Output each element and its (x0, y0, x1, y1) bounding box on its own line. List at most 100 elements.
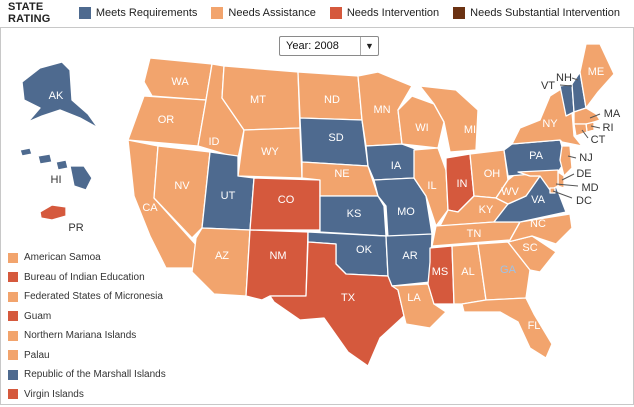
label-al: AL (461, 266, 474, 278)
legend-label-substantial: Needs Substantial Intervention (470, 7, 620, 19)
state-pr[interactable] (39, 204, 67, 221)
label-va: VA (531, 194, 546, 206)
leader-md (555, 183, 579, 187)
leader-vt (559, 84, 573, 87)
legend-label-meets: Meets Requirements (95, 7, 198, 19)
leader-dc (552, 190, 573, 199)
label-wi: WI (415, 122, 428, 134)
territory-swatch (8, 252, 18, 263)
label-ny: NY (542, 118, 558, 130)
legend-title: STATE RATING (8, 1, 51, 25)
label-wv: WV (501, 186, 519, 198)
territory-label: American Samoa (24, 252, 101, 264)
label-co: CO (278, 194, 295, 206)
label-nd: ND (324, 94, 340, 106)
label-nj: NJ (579, 152, 592, 164)
label-tn: TN (467, 228, 482, 240)
label-mn: MN (373, 104, 390, 116)
label-la: LA (407, 292, 421, 304)
legend-swatch-meets (78, 7, 91, 19)
legend-entry-intervention: Needs Intervention (329, 7, 440, 19)
territory-item[interactable]: Guam (8, 307, 208, 327)
territory-item[interactable]: Republic of the Marshall Islands (8, 365, 208, 385)
territory-label: Republic of the Marshall Islands (24, 369, 166, 381)
state-ks[interactable] (319, 195, 387, 237)
label-id: ID (209, 136, 220, 148)
legend-bar: STATE RATING Meets Requirements Needs As… (0, 0, 634, 26)
state-hi-island-4[interactable] (69, 165, 93, 191)
label-nm: NM (269, 250, 286, 262)
territory-item[interactable]: Northern Mariana Islands (8, 326, 208, 346)
label-il: IL (427, 180, 436, 192)
label-ga: GA (500, 264, 517, 276)
territory-swatch (8, 311, 18, 322)
state-hi-island-2[interactable] (37, 153, 53, 165)
territory-swatch (8, 291, 18, 302)
chevron-down-icon[interactable]: ▼ (360, 37, 378, 55)
legend-label-intervention: Needs Intervention (346, 7, 440, 19)
label-ri: RI (603, 122, 614, 134)
leader-nh (571, 77, 579, 81)
territory-item[interactable]: American Samoa (8, 248, 208, 268)
territory-swatch (8, 369, 18, 380)
label-ca: CA (142, 202, 158, 214)
label-ks: KS (347, 208, 362, 220)
state-hi[interactable] (19, 147, 93, 191)
territory-item[interactable]: Bureau of Indian Education (8, 268, 208, 288)
label-nc: NC (530, 218, 546, 230)
label-fl: FL (528, 320, 541, 332)
legend-swatch-intervention (329, 7, 342, 19)
legend-entry-substantial: Needs Substantial Intervention (453, 7, 620, 19)
label-or: OR (158, 114, 175, 126)
state-il[interactable] (413, 147, 449, 227)
label-de: DE (576, 168, 591, 180)
leader-ct (581, 129, 589, 139)
state-dc[interactable] (549, 187, 556, 194)
state-hi-island-1[interactable] (19, 147, 33, 157)
label-mo: MO (397, 206, 415, 218)
label-wa: WA (171, 76, 189, 88)
label-ne: NE (334, 168, 349, 180)
state-nj[interactable] (559, 145, 573, 177)
state-ga[interactable] (477, 241, 531, 301)
leader-ma (589, 113, 601, 119)
label-ak: AK (49, 90, 64, 102)
label-md: MD (581, 182, 598, 194)
territory-swatch (8, 389, 18, 400)
state-hi-island-3[interactable] (55, 159, 69, 171)
label-sc: SC (522, 242, 537, 254)
leader-ri (590, 125, 601, 129)
state-fl[interactable] (461, 297, 553, 359)
label-hi: HI (51, 174, 62, 186)
legend-swatch-substantial (453, 7, 466, 19)
state-nm[interactable] (245, 229, 309, 301)
state-ar[interactable] (385, 233, 433, 287)
state-mi[interactable] (419, 85, 479, 153)
label-nv: NV (174, 180, 190, 192)
territory-item[interactable]: Virgin Islands (8, 385, 208, 405)
territory-label: Bureau of Indian Education (24, 271, 145, 283)
territory-label: Federated States of Micronesia (24, 291, 163, 303)
label-ct: CT (591, 134, 606, 146)
state-ak[interactable] (21, 61, 99, 129)
label-ut: UT (221, 190, 236, 202)
label-ms: MS (432, 266, 449, 278)
state-nv[interactable] (153, 145, 211, 239)
label-mi: MI (464, 124, 476, 136)
label-sd: SD (328, 132, 343, 144)
label-wy: WY (261, 146, 279, 158)
state-tx[interactable] (269, 241, 405, 367)
label-ia: IA (391, 160, 402, 172)
label-nh: NH (556, 72, 572, 84)
legend-entry-assistance: Needs Assistance (211, 7, 316, 19)
leader-nj (567, 155, 577, 159)
territory-list: American Samoa Bureau of Indian Educatio… (8, 248, 208, 404)
territory-swatch (8, 330, 18, 341)
legend-entry-meets: Meets Requirements (78, 7, 198, 19)
year-select[interactable]: Year: 2008 ▼ (279, 36, 379, 56)
legend-label-assistance: Needs Assistance (228, 7, 316, 19)
label-ky: KY (479, 204, 494, 216)
territory-item[interactable]: Federated States of Micronesia (8, 287, 208, 307)
territory-item[interactable]: Palau (8, 346, 208, 366)
